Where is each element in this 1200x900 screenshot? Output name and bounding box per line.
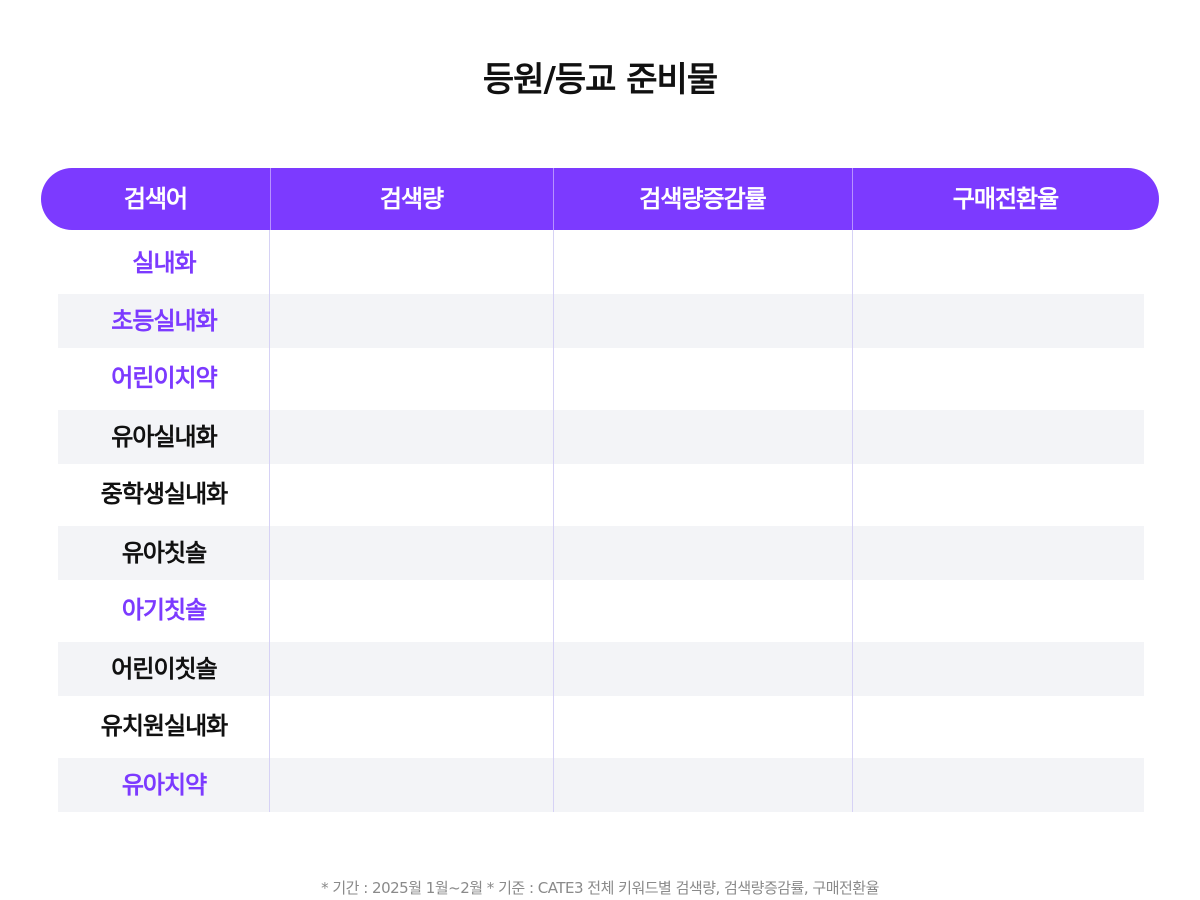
header-conversion-rate: 구매전환율 (952, 185, 1059, 213)
conversion-rate-cell (852, 467, 1144, 521)
conversion-rate-cell (852, 351, 1144, 405)
keyword-cell: 중학생실내화 (100, 480, 228, 508)
header-divider (852, 168, 853, 230)
table-row: 중학생실내화 (58, 467, 1144, 521)
keyword-cell: 초등실내화 (111, 307, 217, 335)
conversion-rate-cell (852, 583, 1144, 637)
search-growth-cell (553, 467, 852, 521)
search-volume-cell (270, 351, 553, 405)
table-header: 검색어 검색량 검색량증감률 구매전환율 (41, 168, 1159, 230)
search-volume-cell (270, 410, 553, 464)
keyword-cell: 유아치약 (121, 771, 207, 799)
table-body: 실내화 초등실내화 어린이치약 유아실내화 중학생실내화 유아칫솔 아기칫솔 (58, 236, 1144, 812)
search-growth-cell (553, 699, 852, 753)
header-divider (270, 168, 271, 230)
header-keyword: 검색어 (123, 185, 188, 213)
table-row: 어린이치약 (58, 351, 1144, 405)
search-volume-cell (270, 526, 553, 580)
search-growth-cell (553, 583, 852, 637)
conversion-rate-cell (852, 642, 1144, 696)
table-row: 유아치약 (58, 758, 1144, 812)
search-growth-cell (553, 351, 852, 405)
search-volume-cell (270, 236, 553, 290)
search-volume-cell (270, 758, 553, 812)
footnote: * 기간 : 2025월 1월~2월 * 기준 : CATE3 전체 키워드별 … (321, 879, 879, 897)
header-divider (553, 168, 554, 230)
table-row: 초등실내화 (58, 294, 1144, 348)
search-volume-cell (270, 583, 553, 637)
keyword-cell: 실내화 (132, 249, 196, 277)
conversion-rate-cell (852, 294, 1144, 348)
search-growth-cell (553, 758, 852, 812)
column-divider (269, 230, 270, 812)
conversion-rate-cell (852, 236, 1144, 290)
keyword-cell: 유아칫솔 (121, 539, 207, 567)
page-title: 등원/등교 준비물 (482, 60, 718, 100)
conversion-rate-cell (852, 758, 1144, 812)
keyword-cell: 어린이칫솔 (111, 655, 217, 683)
table-row: 유치원실내화 (58, 699, 1144, 753)
keyword-cell: 유아실내화 (111, 423, 217, 451)
conversion-rate-cell (852, 410, 1144, 464)
table-row: 실내화 (58, 236, 1144, 290)
column-divider (553, 230, 554, 812)
keyword-cell: 유치원실내화 (100, 712, 228, 740)
column-divider (852, 230, 853, 812)
keyword-cell: 어린이치약 (111, 364, 217, 392)
table-row: 유아실내화 (58, 410, 1144, 464)
keyword-cell: 아기칫솔 (121, 596, 207, 624)
search-volume-cell (270, 467, 553, 521)
conversion-rate-cell (852, 526, 1144, 580)
table-row: 유아칫솔 (58, 526, 1144, 580)
header-search-volume: 검색량 (379, 185, 444, 213)
search-growth-cell (553, 526, 852, 580)
search-volume-cell (270, 294, 553, 348)
search-growth-cell (553, 236, 852, 290)
table-row: 어린이칫솔 (58, 642, 1144, 696)
header-search-growth: 검색량증감률 (639, 185, 766, 213)
search-volume-cell (270, 699, 553, 753)
search-growth-cell (553, 294, 852, 348)
search-growth-cell (553, 642, 852, 696)
conversion-rate-cell (852, 699, 1144, 753)
table-row: 아기칫솔 (58, 583, 1144, 637)
search-volume-cell (270, 642, 553, 696)
search-growth-cell (553, 410, 852, 464)
